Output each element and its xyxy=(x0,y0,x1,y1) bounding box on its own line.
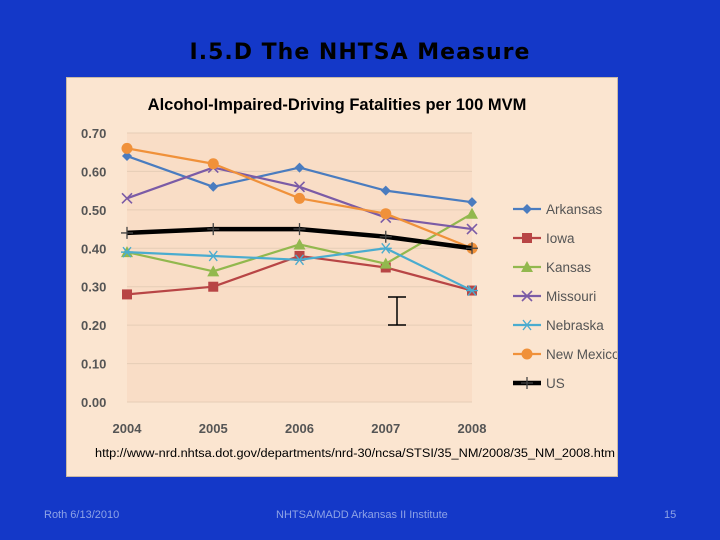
series-us xyxy=(121,223,478,255)
y-tick-label: 0.30 xyxy=(81,280,106,295)
data-point-arkansas xyxy=(380,185,391,196)
x-tick-label: 2004 xyxy=(113,421,143,436)
data-point-kansas xyxy=(207,265,220,277)
legend-label: Nebraska xyxy=(546,318,604,333)
footer-page-number: 15 xyxy=(664,509,677,521)
footer-author-date: Roth 6/13/2010 xyxy=(44,509,120,521)
legend-marker xyxy=(521,377,533,389)
data-point-missouri xyxy=(293,181,306,193)
y-tick-label: 0.10 xyxy=(81,357,106,372)
source-url: http://www-nrd.nhtsa.dot.gov/departments… xyxy=(95,448,615,460)
data-point-new-mexico xyxy=(380,208,392,220)
footer-event: NHTSA/MADD Arkansas II Institute xyxy=(276,509,448,521)
legend-label: US xyxy=(546,376,565,391)
y-tick-label: 0.60 xyxy=(81,164,106,179)
x-tick-label: 2007 xyxy=(371,421,400,436)
data-point-iowa xyxy=(208,281,219,292)
data-point-iowa xyxy=(294,250,305,261)
line-chart: 0.00 0.10 0.20 0.30 0.40 0.50 0.60 0.70 2004 200… xyxy=(81,96,617,460)
legend-marker xyxy=(522,233,532,243)
legend-item-kansas: Kansas xyxy=(513,260,591,275)
legend-item-iowa: Iowa xyxy=(513,231,575,246)
data-point-iowa xyxy=(122,289,132,300)
data-point-missouri xyxy=(121,192,133,204)
data-point-nebraska xyxy=(293,254,306,266)
series-arkansas xyxy=(122,151,477,208)
data-point-us xyxy=(379,230,392,243)
x-tick-label: 2005 xyxy=(199,421,228,436)
data-point-us xyxy=(293,223,306,236)
y-tick-label: 0.70 xyxy=(81,126,106,141)
series-nebraska xyxy=(121,242,478,296)
data-point-arkansas xyxy=(467,197,477,208)
slide-title: I.5.D The NHTSA Measure xyxy=(189,40,531,65)
data-point-new-mexico xyxy=(121,142,133,154)
legend-item-missouri: Missouri xyxy=(513,289,596,304)
data-point-arkansas xyxy=(294,162,305,173)
data-point-us xyxy=(466,242,478,255)
legend-item-new-mexico: New Mexico xyxy=(513,347,617,362)
y-tick-label: 0.20 xyxy=(81,318,106,333)
data-point-new-mexico xyxy=(294,192,305,204)
data-point-nebraska xyxy=(207,250,220,262)
data-point-nebraska xyxy=(466,285,478,296)
x-tick-label: 2008 xyxy=(458,421,487,436)
x-tick-label: 2006 xyxy=(285,421,314,436)
data-point-nebraska xyxy=(121,246,133,258)
legend-item-nebraska: Nebraska xyxy=(513,318,604,333)
data-point-arkansas xyxy=(208,181,219,192)
data-point-nebraska xyxy=(379,242,392,254)
legend-marker xyxy=(522,204,532,214)
legend-marker xyxy=(521,319,533,331)
data-point-kansas xyxy=(293,238,306,250)
legend-marker xyxy=(521,290,533,302)
data-point-arkansas xyxy=(122,151,132,162)
legend-marker xyxy=(521,348,533,360)
legend-marker xyxy=(521,261,533,272)
data-point-kansas xyxy=(466,207,478,219)
data-point-us xyxy=(207,223,220,236)
legend-label: Kansas xyxy=(546,260,591,275)
data-point-us xyxy=(121,226,133,239)
y-tick-label: 0.50 xyxy=(81,203,106,218)
data-point-missouri xyxy=(466,223,478,235)
data-point-new-mexico xyxy=(207,158,219,170)
y-tick-label: 0.00 xyxy=(81,395,106,410)
error-bar-annotation xyxy=(388,296,406,326)
data-point-kansas xyxy=(379,257,392,269)
legend-item-arkansas: Arkansas xyxy=(513,202,603,217)
legend-label: Arkansas xyxy=(546,202,603,217)
legend-item-us: US xyxy=(513,376,565,391)
y-tick-label: 0.40 xyxy=(81,241,106,256)
legend-label: Iowa xyxy=(546,231,575,246)
chart-title: Alcohol-Impaired-Driving Fatalities per … xyxy=(148,96,527,114)
legend-label: New Mexico xyxy=(546,347,617,362)
legend-label: Missouri xyxy=(546,289,596,304)
chart-panel: 0.00 0.10 0.20 0.30 0.40 0.50 0.60 0.70 2004 200… xyxy=(66,77,618,477)
